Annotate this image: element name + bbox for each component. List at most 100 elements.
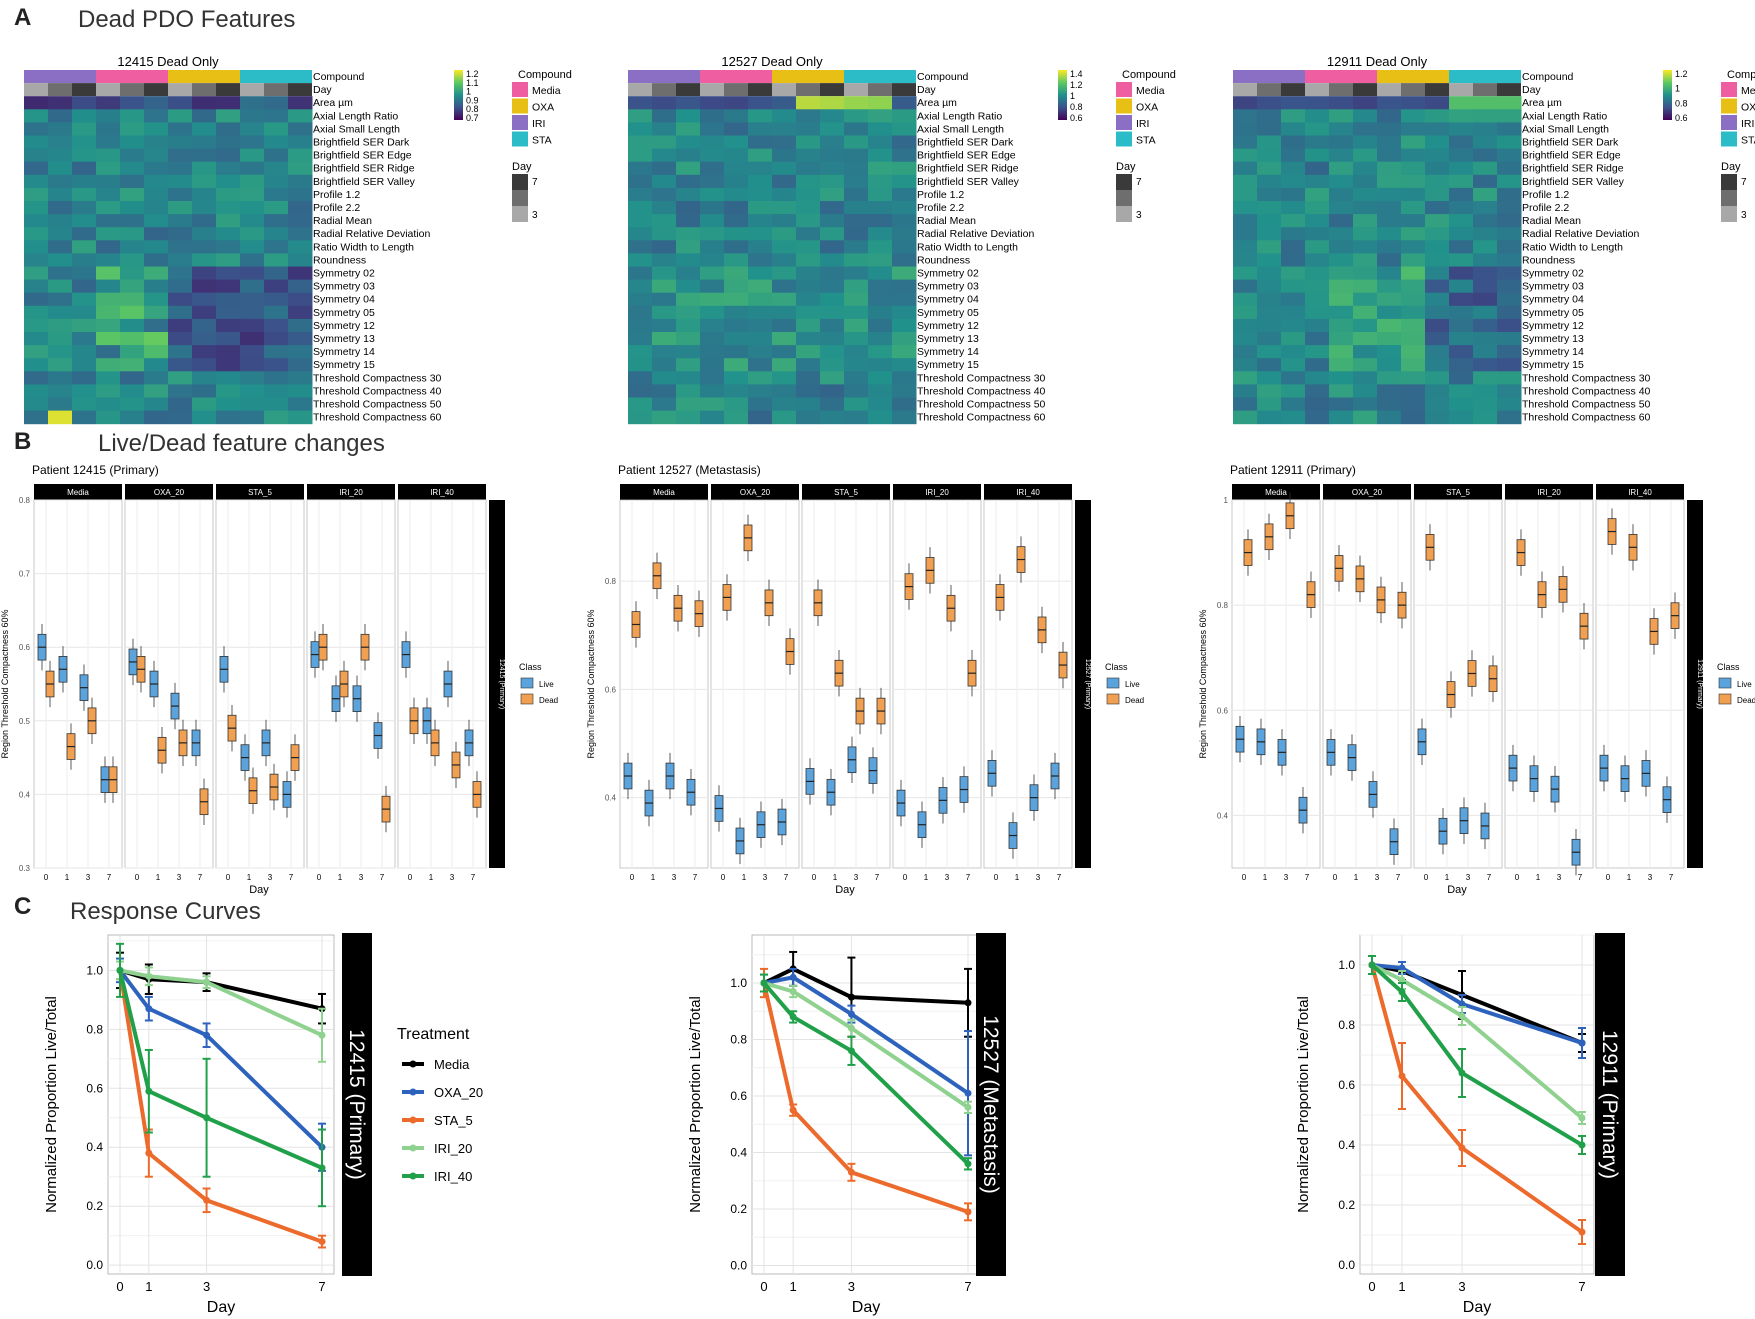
heatmap-cell (1329, 279, 1354, 294)
row-label-threshold-compactness-30: Threshold Compactness 30 (1522, 372, 1651, 384)
row-label-ratio-width-to-length: Ratio Width to Length (917, 241, 1018, 253)
heatmap-cell (168, 109, 193, 123)
linechart-1: 0.0 0.2 0.4 0.6 0.8 1.0 0 1 3 7 Day Normalized Prop… (43, 933, 372, 1316)
heatmap-cell (652, 397, 677, 412)
legend-day-swatch (1116, 206, 1132, 222)
heatmap-cell (24, 397, 49, 412)
row-label-symmetry-14: Symmetry 14 (917, 346, 979, 358)
heatmap-cell (1353, 371, 1378, 385)
color-scale-label: 0.8 (1675, 98, 1688, 108)
legend-label-sta: STA (1136, 135, 1156, 147)
heatmap-cell (1233, 109, 1258, 123)
row-label-brightfield-ser-valley: Brightfield SER Valley (313, 176, 416, 188)
data-point-sta-5 (203, 1196, 211, 1204)
heatmap-cell (1257, 410, 1282, 425)
plot-area (107, 934, 335, 1275)
heatmap-cell (676, 358, 701, 372)
heatmap-cell (652, 345, 677, 359)
heatmap-cell (844, 279, 869, 294)
heatmap-cell (264, 279, 289, 294)
x-tick-label: 3 (763, 873, 768, 882)
row-label-threshold-compactness-30: Threshold Compactness 30 (313, 372, 442, 384)
heatmap-cell (72, 305, 97, 320)
row-label-axial-length-ratio: Axial Length Ratio (1522, 110, 1607, 122)
heatmap-cell (48, 148, 73, 163)
facet-panel (619, 499, 709, 869)
heatmap-cell (1257, 174, 1282, 189)
legend-label-dead: Dead (1125, 696, 1144, 705)
facet-label-media: Media (1265, 488, 1287, 497)
heatmap-cell (1401, 122, 1426, 136)
heatmap-cell (868, 397, 893, 412)
heatmap-cell (1449, 397, 1474, 412)
heatmap-cell (628, 345, 653, 359)
heatmap-cell (820, 358, 845, 372)
heatmap-cell (1497, 201, 1522, 215)
heatmap-cell (48, 201, 73, 215)
heatmap-cell (72, 122, 97, 136)
x-tick-label: 0 (135, 873, 140, 882)
heatmap-cell (1329, 371, 1354, 385)
y-tick-label: 0.8 (19, 496, 31, 505)
heatmap-cell (892, 122, 917, 136)
heatmap-cell (628, 292, 653, 307)
heatmap-cell (1497, 318, 1522, 333)
heatmap-cell (96, 109, 121, 123)
row-label-day: Day (313, 84, 332, 96)
data-point-iri-20 (789, 988, 797, 995)
heatmap-cell (676, 122, 701, 136)
heatmap-cell (120, 187, 145, 202)
day-cell (1473, 83, 1497, 97)
heatmap-cell (24, 240, 49, 254)
row-label-threshold-compactness-60: Threshold Compactness 60 (917, 412, 1046, 424)
heatmap-cell (264, 174, 289, 189)
row-label-threshold-compactness-50: Threshold Compactness 50 (313, 399, 442, 411)
heatmap-cell (796, 318, 821, 333)
heatmap-cell (1305, 135, 1330, 150)
heatmap-cell (652, 135, 677, 150)
panel-c-letter: C (14, 893, 32, 920)
heatmap-title: 12527 Dead Only (721, 54, 823, 69)
x-tick-label: 1 (65, 873, 70, 882)
heatmap-cell (1497, 161, 1522, 176)
heatmap-cell (1329, 397, 1354, 412)
heatmap-cell (1473, 122, 1498, 136)
heatmap-cell (240, 253, 265, 267)
heatmap-cell (216, 253, 241, 267)
row-label-symmetry-15: Symmetry 15 (313, 359, 375, 371)
row-label-symmetry-02: Symmetry 02 (1522, 268, 1584, 280)
day-cell (748, 83, 772, 97)
heatmap-cell (700, 358, 725, 372)
heatmap-cell (820, 201, 845, 215)
legend-day-swatch (1721, 174, 1737, 190)
heatmap-cell (724, 214, 749, 228)
x-tick-label: 7 (1578, 873, 1583, 882)
heatmap-cell (288, 397, 313, 412)
heatmap-cell (192, 345, 217, 359)
heatmap-cell (628, 174, 653, 189)
heatmap-cell (820, 305, 845, 320)
compound-cell (676, 70, 700, 84)
heatmap-cell (628, 358, 653, 372)
legend-swatch-dead (1718, 693, 1732, 705)
heatmap-cell (796, 148, 821, 163)
heatmap-cell (1329, 253, 1354, 267)
facet-label-iri-20: IRI_20 (339, 488, 363, 497)
heatmap-cell (1449, 227, 1474, 241)
heatmap-cell (1329, 305, 1354, 320)
heatmap-cell (748, 201, 773, 215)
heatmap-cell (1353, 332, 1378, 346)
heatmap-cell (724, 410, 749, 425)
heatmap-cell (72, 187, 97, 202)
heatmap-cell (120, 227, 145, 241)
heatmap-cell (96, 384, 121, 398)
heatmap-cell (700, 253, 725, 267)
heatmap-cell (868, 345, 893, 359)
heatmap-cell (288, 148, 313, 163)
heatmap-cell (264, 148, 289, 163)
heatmap-cell (820, 332, 845, 346)
day-cell (264, 83, 288, 97)
heatmap-cell (240, 345, 265, 359)
heatmap-cell (264, 201, 289, 215)
heatmap-cell (1473, 96, 1498, 110)
